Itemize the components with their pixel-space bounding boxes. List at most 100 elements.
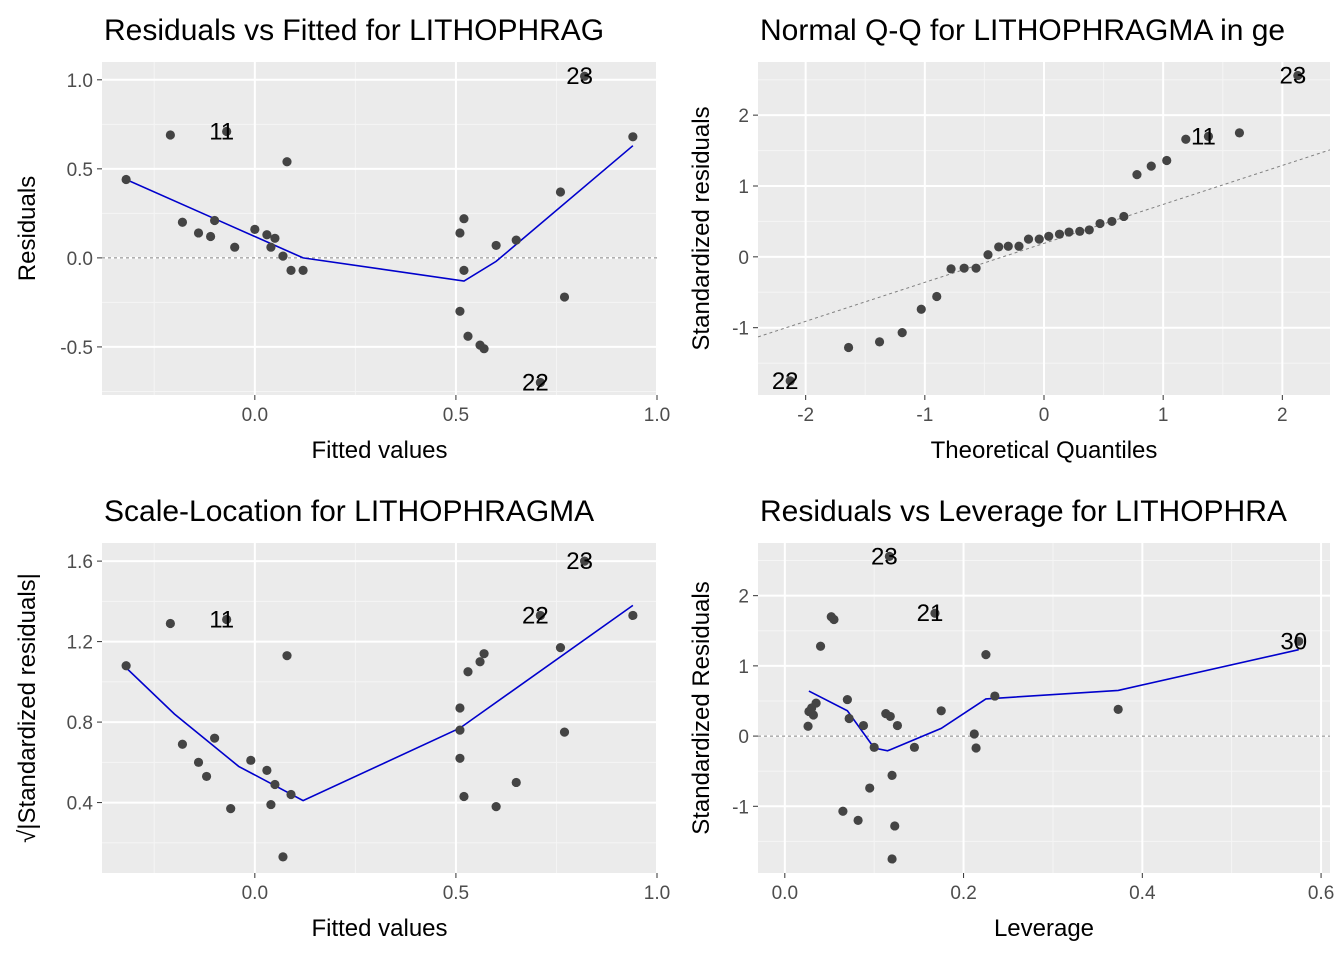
data-point bbox=[843, 342, 854, 353]
data-point bbox=[559, 292, 570, 302]
data-point bbox=[559, 727, 570, 737]
data-point bbox=[205, 231, 216, 242]
chart-title: Residuals vs Leverage for LITHOPHRA bbox=[760, 495, 1287, 528]
point-label: 11 bbox=[1191, 123, 1216, 150]
data-point bbox=[885, 711, 895, 722]
data-point bbox=[193, 228, 204, 238]
residuals-vs-fitted-plot: 11 23 22 0.0 0.5 1.0 -0.5 0.0 0.5 1.0 Residuals vs… bbox=[14, 14, 670, 464]
data-point bbox=[555, 187, 566, 197]
y-axis-title: √|Standardized residuals| bbox=[14, 573, 41, 843]
data-point bbox=[628, 610, 638, 621]
data-point bbox=[201, 771, 212, 782]
data-point bbox=[842, 694, 852, 705]
data-point bbox=[969, 729, 979, 739]
grid bbox=[758, 543, 1330, 873]
residuals-vs-leverage-plot: 23 21 30 0.0 0.2 0.4 0.6 -1 0 1 2 Residuals vs Leve… bbox=[688, 495, 1334, 942]
chart-title: Scale-Location for LITHOPHRAGMA bbox=[104, 495, 594, 528]
data-point bbox=[853, 815, 863, 825]
data-point bbox=[455, 228, 465, 238]
data-point bbox=[282, 651, 292, 661]
y-tick-label: 0 bbox=[738, 727, 749, 748]
x-axis-title: Leverage bbox=[994, 915, 1094, 942]
y-tick-label: 0 bbox=[738, 248, 749, 269]
data-point bbox=[1294, 636, 1304, 646]
x-tick-label: -2 bbox=[797, 405, 814, 426]
data-point bbox=[455, 725, 465, 735]
data-point bbox=[1203, 131, 1214, 141]
data-point bbox=[459, 214, 469, 224]
x-tick-label: 1.0 bbox=[644, 883, 670, 904]
y-tick-label: 1.0 bbox=[67, 71, 93, 92]
x-tick-label: -1 bbox=[916, 405, 933, 426]
chart-title: Normal Q-Q for LITHOPHRAGMA in ge bbox=[760, 14, 1285, 47]
chart-title: Residuals vs Fitted for LITHOPHRAG bbox=[104, 14, 604, 47]
data-point bbox=[250, 224, 260, 234]
y-tick-label: 1 bbox=[738, 177, 749, 198]
y-tick-label: 1.2 bbox=[67, 633, 93, 654]
x-tick-label: 0.0 bbox=[242, 405, 268, 426]
x-tick-label: 0.0 bbox=[772, 883, 798, 904]
data-point bbox=[121, 661, 131, 671]
y-tick-label: 0.0 bbox=[67, 249, 93, 270]
data-point bbox=[210, 733, 220, 743]
x-axis-title: Fitted values bbox=[311, 915, 447, 942]
data-point bbox=[210, 215, 220, 226]
data-point bbox=[298, 265, 308, 275]
data-point bbox=[1162, 155, 1172, 166]
y-tick-label: 0.8 bbox=[67, 713, 93, 734]
data-point bbox=[932, 291, 942, 302]
x-axis-title: Fitted values bbox=[311, 437, 447, 464]
data-point bbox=[455, 753, 465, 763]
point-label: 11 bbox=[209, 118, 234, 145]
data-point bbox=[890, 821, 900, 831]
data-point bbox=[511, 235, 521, 245]
data-point bbox=[226, 804, 236, 814]
data-point bbox=[1095, 218, 1105, 229]
data-point bbox=[479, 344, 489, 354]
data-point bbox=[1293, 70, 1303, 81]
data-point bbox=[981, 650, 991, 660]
y-tick-label: -1 bbox=[732, 319, 749, 340]
data-point bbox=[803, 721, 813, 731]
data-point bbox=[811, 698, 821, 708]
point-label: 21 bbox=[917, 600, 944, 627]
plot-panel bbox=[758, 543, 1330, 873]
data-point bbox=[936, 706, 946, 716]
data-point bbox=[971, 743, 981, 753]
grid bbox=[758, 62, 1330, 395]
y-tick-label: -1 bbox=[732, 797, 749, 818]
x-tick-label: 1 bbox=[1158, 405, 1169, 426]
data-point bbox=[1234, 128, 1245, 138]
data-point bbox=[286, 265, 296, 275]
data-point bbox=[580, 556, 590, 566]
data-point bbox=[874, 337, 885, 347]
point-label: 23 bbox=[871, 543, 898, 570]
data-point bbox=[479, 649, 489, 659]
data-point bbox=[887, 854, 897, 864]
data-point bbox=[177, 739, 188, 749]
data-point bbox=[286, 789, 296, 800]
y-tick-label: 1.6 bbox=[67, 552, 93, 573]
data-point bbox=[628, 132, 638, 142]
data-point bbox=[1113, 704, 1123, 715]
data-point bbox=[865, 783, 875, 793]
data-point bbox=[121, 174, 131, 185]
data-point bbox=[511, 777, 521, 788]
x-axis-title: Theoretical Quantiles bbox=[931, 437, 1158, 464]
point-label: 22 bbox=[522, 602, 549, 629]
data-point bbox=[222, 614, 232, 625]
data-point bbox=[808, 710, 819, 720]
x-tick-label: 0.4 bbox=[1129, 883, 1156, 904]
data-point bbox=[491, 801, 501, 812]
data-point bbox=[1044, 231, 1054, 241]
data-point bbox=[282, 157, 292, 167]
y-tick-label: 1 bbox=[738, 657, 749, 678]
data-point bbox=[1023, 234, 1034, 244]
data-point bbox=[884, 551, 894, 561]
x-tick-label: 0.6 bbox=[1308, 883, 1334, 904]
data-point bbox=[270, 233, 280, 243]
y-tick-label: 2 bbox=[738, 106, 749, 127]
data-point bbox=[1075, 226, 1085, 236]
data-point bbox=[177, 217, 188, 227]
data-point bbox=[887, 770, 897, 781]
